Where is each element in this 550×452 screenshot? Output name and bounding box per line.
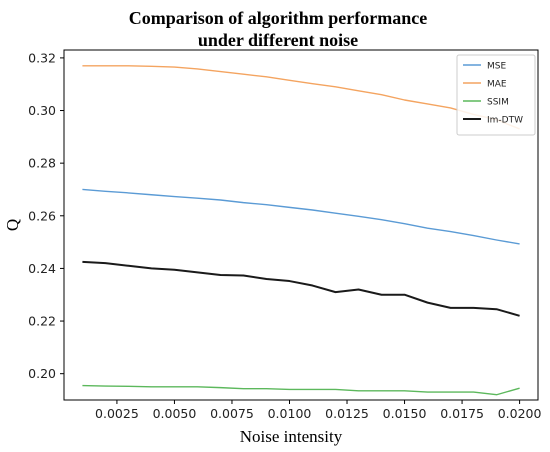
legend-label-ssim: SSIM [487,98,509,108]
x-tick-label: 0.0100 [268,406,312,421]
x-tick-label: 0.0150 [383,406,427,421]
y-axis-label: Q [3,219,22,231]
x-axis: 0.0025 0.0050 0.0075 0.0100 0.0125 0.0150 0.01… [95,400,542,421]
series-line-im-dtw [82,260,520,317]
series-line-mse [82,188,520,245]
x-tick-label: 0.0025 [95,406,139,421]
y-tick-label: 0.26 [28,208,56,223]
legend-box [456,54,536,136]
legend-label-mse: MSE [487,62,506,72]
legend-label-im-dtw: Im-DTW [487,116,523,126]
y-tick-label: 0.30 [28,103,56,118]
legend-label-mae: MAE [487,80,507,90]
y-axis: 0.20 0.22 0.24 0.26 0.28 0.30 0.32 [28,50,64,381]
chart-title-line-2: under different noise [198,30,358,50]
series-lines [82,65,520,396]
x-tick-label: 0.0075 [210,406,254,421]
chart-title-line-1: Comparison of algorithm performance [129,8,427,28]
legend: MSE MAE SSIM Im-DTW [456,54,536,136]
y-tick-label: 0.32 [28,50,56,65]
x-tick-label: 0.0200 [498,406,542,421]
y-tick-label: 0.22 [28,314,56,329]
y-tick-label: 0.24 [28,261,56,276]
series-line-mae [82,65,520,130]
x-tick-label: 0.0050 [153,406,197,421]
x-axis-label: Noise intensity [240,427,343,446]
series-line-ssim [82,384,520,396]
y-tick-label: 0.28 [28,156,56,171]
y-tick-label: 0.20 [28,366,56,381]
x-tick-label: 0.0125 [325,406,369,421]
plot-area-frame [63,49,539,401]
x-tick-label: 0.0175 [440,406,484,421]
